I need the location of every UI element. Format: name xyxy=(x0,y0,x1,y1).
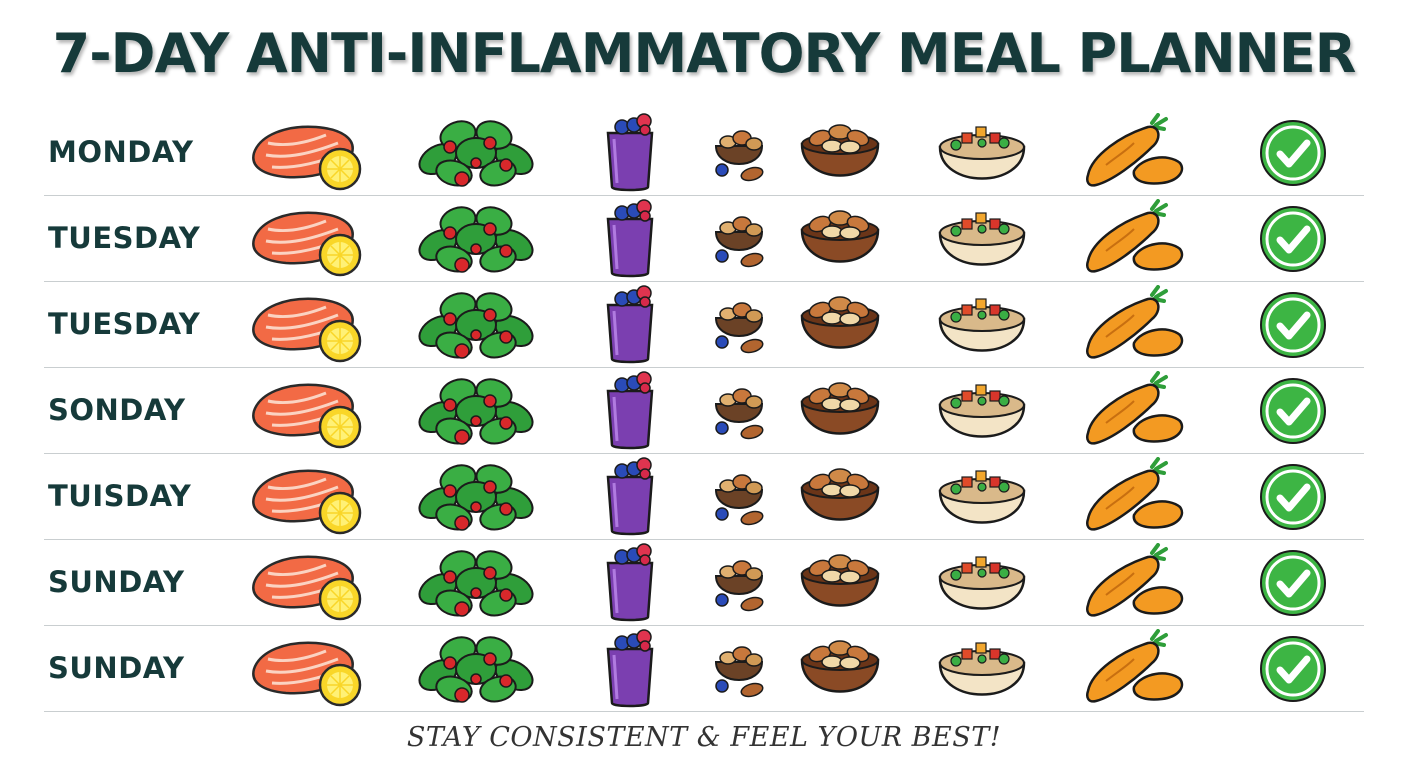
salmon-lemon-icon xyxy=(246,285,366,370)
table-row: TUISDAY xyxy=(44,454,1364,540)
table-row: SUNDAY xyxy=(44,540,1364,626)
green-checkmark-icon[interactable] xyxy=(1258,462,1328,547)
berry-smoothie-icon xyxy=(600,113,660,198)
quinoa-vegetable-bowl-icon xyxy=(936,459,1028,544)
sweet-potato-icon xyxy=(1082,629,1186,714)
green-checkmark-icon[interactable] xyxy=(1258,118,1328,203)
quinoa-vegetable-bowl-icon xyxy=(936,373,1028,458)
almond-bowl-icon xyxy=(798,118,882,203)
table-row: SUNDAY xyxy=(44,626,1364,712)
salmon-lemon-icon xyxy=(246,457,366,542)
salmon-lemon-icon xyxy=(246,629,366,714)
day-label: TUISDAY xyxy=(48,479,192,513)
spinach-tomato-salad-icon xyxy=(414,457,538,542)
green-checkmark-icon[interactable] xyxy=(1258,376,1328,461)
berry-smoothie-icon xyxy=(600,457,660,542)
almond-bowl-icon xyxy=(798,462,882,547)
quinoa-vegetable-bowl-icon xyxy=(936,115,1028,200)
berry-smoothie-icon xyxy=(600,199,660,284)
spinach-tomato-salad-icon xyxy=(414,113,538,198)
almond-bowl-icon xyxy=(798,376,882,461)
almond-bowl-icon xyxy=(798,290,882,375)
almond-bowl-icon xyxy=(798,548,882,633)
berry-smoothie-icon xyxy=(600,285,660,370)
day-label: SUNDAY xyxy=(48,565,185,599)
quinoa-vegetable-bowl-icon xyxy=(936,545,1028,630)
mixed-nuts-berries-icon xyxy=(712,290,772,375)
quinoa-vegetable-bowl-icon xyxy=(936,287,1028,372)
sweet-potato-icon xyxy=(1082,543,1186,628)
spinach-tomato-salad-icon xyxy=(414,629,538,714)
sweet-potato-icon xyxy=(1082,371,1186,456)
sweet-potato-icon xyxy=(1082,285,1186,370)
green-checkmark-icon[interactable] xyxy=(1258,548,1328,633)
berry-smoothie-icon xyxy=(600,543,660,628)
day-label: TUESDAY xyxy=(48,221,201,255)
quinoa-vegetable-bowl-icon xyxy=(936,201,1028,286)
mixed-nuts-berries-icon xyxy=(712,204,772,289)
table-row: TUESDAY xyxy=(44,282,1364,368)
day-label: SONDAY xyxy=(48,393,186,427)
sweet-potato-icon xyxy=(1082,457,1186,542)
spinach-tomato-salad-icon xyxy=(414,543,538,628)
quinoa-vegetable-bowl-icon xyxy=(936,631,1028,716)
green-checkmark-icon[interactable] xyxy=(1258,634,1328,719)
salmon-lemon-icon xyxy=(246,199,366,284)
salmon-lemon-icon xyxy=(246,543,366,628)
spinach-tomato-salad-icon xyxy=(414,285,538,370)
mixed-nuts-berries-icon xyxy=(712,548,772,633)
almond-bowl-icon xyxy=(798,634,882,719)
table-row: TUESDAY xyxy=(44,196,1364,282)
spinach-tomato-salad-icon xyxy=(414,199,538,284)
green-checkmark-icon[interactable] xyxy=(1258,204,1328,289)
page-title: 7-DAY ANTI-INFLAMMATORY MEAL PLANNER xyxy=(52,22,1357,85)
mixed-nuts-berries-icon xyxy=(712,118,772,203)
berry-smoothie-icon xyxy=(600,629,660,714)
footer-tagline: STAY CONSISTENT & FEEL YOUR BEST! xyxy=(406,722,1002,753)
day-label: SUNDAY xyxy=(48,651,185,685)
sweet-potato-icon xyxy=(1082,113,1186,198)
table-row: SONDAY xyxy=(44,368,1364,454)
mixed-nuts-berries-icon xyxy=(712,376,772,461)
salmon-lemon-icon xyxy=(246,113,366,198)
green-checkmark-icon[interactable] xyxy=(1258,290,1328,375)
berry-smoothie-icon xyxy=(600,371,660,456)
table-row: MONDAY xyxy=(44,110,1364,196)
salmon-lemon-icon xyxy=(246,371,366,456)
almond-bowl-icon xyxy=(798,204,882,289)
day-label: TUESDAY xyxy=(48,307,201,341)
spinach-tomato-salad-icon xyxy=(414,371,538,456)
meal-planner-table: MONDAY TUESDAY xyxy=(44,110,1364,712)
mixed-nuts-berries-icon xyxy=(712,462,772,547)
sweet-potato-icon xyxy=(1082,199,1186,284)
day-label: MONDAY xyxy=(48,135,194,169)
mixed-nuts-berries-icon xyxy=(712,634,772,719)
